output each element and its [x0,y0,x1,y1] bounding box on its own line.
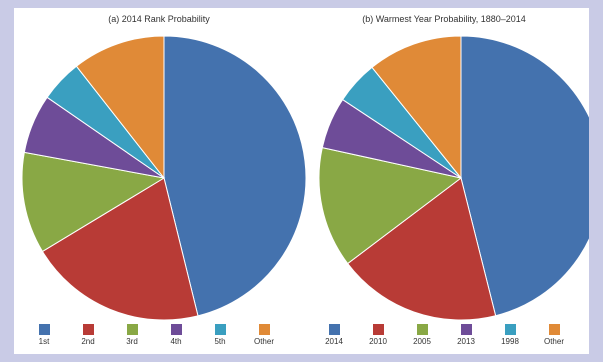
chart-a-legend-item: Other [244,324,284,346]
chart-a-slice-other [75,35,165,180]
chart-a-slice-3rd [21,151,166,253]
chart-a-legend-item: 5th [200,324,240,346]
chart-b-legend-label: 2010 [369,337,387,346]
chart-b-slice-2010 [346,177,497,321]
chart-b-slice-2005 [318,147,463,265]
chart-a-legend-label: Other [253,337,274,346]
chart-b-legend-item: Other [534,324,574,346]
chart-b-slice-2014 [460,35,589,317]
chart-a-legend-item: 2nd [68,324,108,346]
figure-panel: (a) 2014 Rank Probability (b) Warmest Ye… [14,8,589,354]
chart-b-legend: 2014 2010 2005 2013 1998 Other [314,324,589,354]
chart-b-legend-swatch [460,324,472,335]
chart-a-slice-2nd [41,177,199,321]
chart-b-legend-label: Other [543,337,564,346]
chart-b-title: (b) Warmest Year Probability, 1880–2014 [362,14,526,24]
pie-charts [21,35,589,321]
chart-a-legend-swatch [82,324,94,335]
chart-a-legend-label: 3rd [126,337,138,346]
chart-b-legend-item: 2010 [358,324,398,346]
chart-a-legend-label: 1st [38,337,50,346]
chart-b-legend-item: 2005 [402,324,442,346]
chart-a-legend-swatch [126,324,138,335]
chart-b-legend-swatch [504,324,516,335]
chart-b-legend-label: 2013 [457,337,475,346]
chart-a-legend-label: 2nd [81,337,95,346]
chart-a-legend-item: 4th [156,324,196,346]
chart-b-legend-item: 2014 [314,324,354,346]
chart-a-legend-item: 1st [24,324,64,346]
chart-b-legend-label: 2014 [325,337,343,346]
chart-a-legend-swatch [214,324,226,335]
chart-b-legend-swatch [548,324,560,335]
chart-a-slice-1st [163,35,307,317]
chart-b-legend-label: 2005 [413,337,431,346]
chart-b-legend-item: 2013 [446,324,486,346]
chart-b-legend-item: 1998 [490,324,530,346]
chart-a-legend: 1st 2nd 3rd 4th 5th Other [24,324,304,354]
chart-a-legend-swatch [38,324,50,335]
chart-b-legend-swatch [416,324,428,335]
chart-a-legend-label: 5th [214,337,226,346]
chart-a-legend-swatch [258,324,270,335]
chart-b-legend-label: 1998 [501,337,519,346]
chart-b-legend-swatch [328,324,340,335]
chart-a-legend-item: 3rd [112,324,152,346]
chart-a-legend-label: 4th [170,337,182,346]
chart-a-legend-swatch [170,324,182,335]
chart-a-title: (a) 2014 Rank Probability [108,14,210,24]
chart-b-legend-swatch [372,324,384,335]
chart-b-slice-other [371,35,462,180]
